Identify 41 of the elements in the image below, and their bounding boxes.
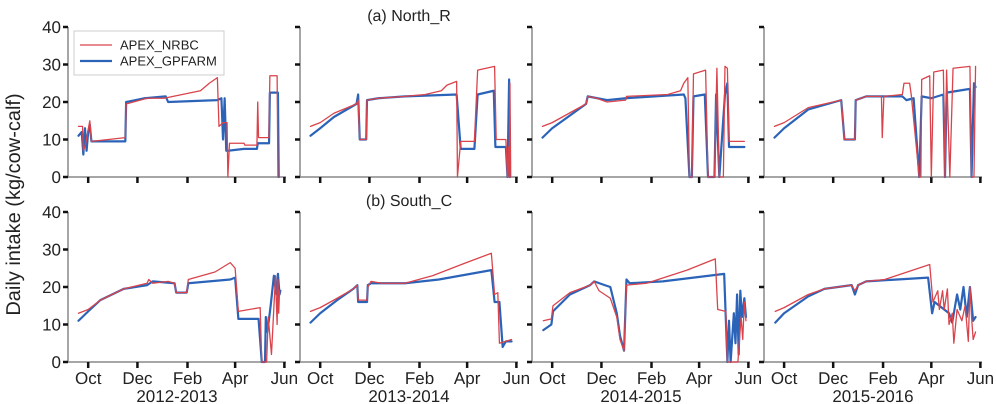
- x-tick-label: Feb: [172, 369, 202, 388]
- x-tick-label: Dec: [586, 369, 618, 388]
- x-axis-title: 2014-2015: [600, 387, 682, 404]
- x-tick-label: Apr: [454, 369, 481, 388]
- y-tick-label: 30: [42, 240, 61, 260]
- x-axis-title: 2013-2014: [368, 387, 450, 404]
- line-series: [77, 92, 280, 178]
- chart-title: (a) North_R: [367, 8, 451, 25]
- y-axis-title: Daily intake (kg/cow-calf): [3, 93, 25, 316]
- x-tick-label: Oct: [74, 369, 102, 388]
- x-tick-label: Feb: [636, 369, 666, 388]
- x-axis-title: 2015-2016: [832, 387, 914, 404]
- legend-label: APEX_GPFARM: [120, 54, 217, 69]
- x-tick-label: Feb: [868, 369, 898, 388]
- y-tick-label: 10: [42, 315, 61, 334]
- y-tick-label: 10: [42, 130, 61, 150]
- legend-label: APEX_NRBC: [120, 38, 199, 53]
- y-tick-label: 20: [42, 92, 61, 112]
- y-tick-label: 0: [52, 168, 61, 187]
- x-tick-label: Dec: [818, 369, 849, 388]
- x-axis-title: 2012-2013: [136, 387, 218, 404]
- x-tick-label: Dec: [122, 369, 154, 388]
- line-series: [78, 75, 279, 178]
- x-tick-label: Jun: [734, 369, 762, 388]
- y-tick-label: 20: [42, 278, 61, 297]
- x-tick-label: Oct: [306, 369, 334, 388]
- x-tick-label: Dec: [354, 369, 386, 388]
- x-tick-label: Feb: [404, 369, 434, 388]
- y-tick-label: 40: [42, 18, 61, 37]
- x-tick-label: Apr: [686, 369, 713, 388]
- y-tick-label: 0: [52, 352, 61, 372]
- y-tick-label: 40: [42, 202, 61, 222]
- x-tick-label: Jun: [502, 369, 530, 388]
- x-tick-label: Jun: [270, 369, 298, 388]
- x-tick-label: Jun: [966, 369, 994, 388]
- y-tick-label: 30: [42, 55, 61, 74]
- x-tick-label: Apr: [918, 369, 945, 388]
- chart-title: (b) South_C: [366, 193, 452, 210]
- x-tick-label: Apr: [222, 369, 249, 388]
- x-tick-label: Oct: [770, 369, 798, 388]
- x-tick-label: Oct: [538, 369, 566, 388]
